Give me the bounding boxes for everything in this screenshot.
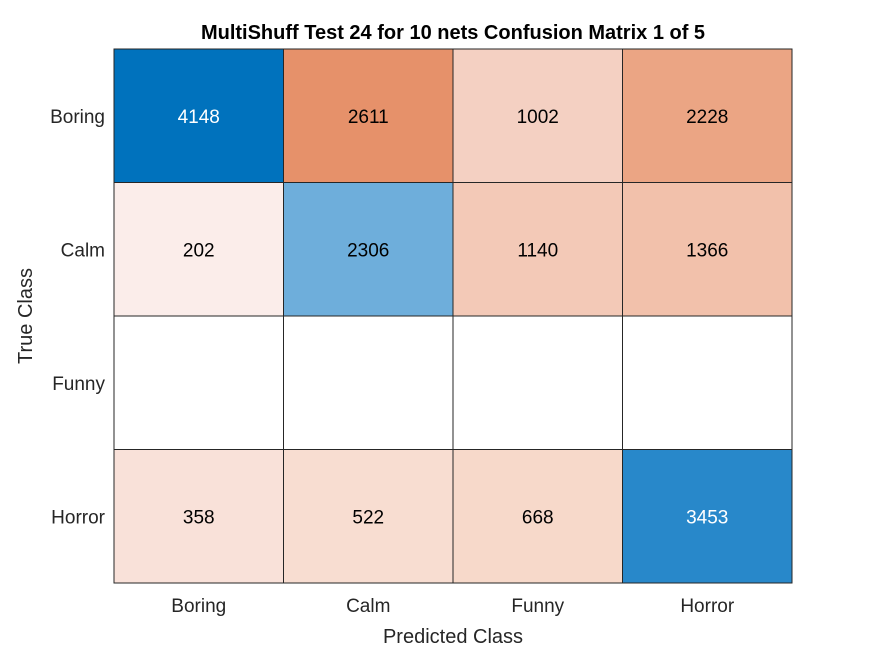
cell-group: 4148 2611 1002 2228 202 2306 1140 1366 358 522 668… bbox=[113, 48, 793, 584]
matrix-cell-funny-funny bbox=[452, 315, 623, 450]
cell-value-horror-funny: 668 bbox=[522, 507, 554, 528]
x-tick-labels: Boring Calm Funny Horror bbox=[171, 596, 735, 617]
x-tick-funny: Funny bbox=[511, 596, 564, 617]
y-tick-boring: Boring bbox=[50, 107, 105, 128]
matrix-cell-boring-boring bbox=[113, 48, 284, 183]
matrix-cell-horror-boring bbox=[113, 449, 284, 584]
matrix-cell-boring-funny bbox=[452, 48, 623, 183]
matrix-cell-calm-calm bbox=[283, 182, 454, 317]
matrix-cell-boring-horror bbox=[622, 48, 793, 183]
y-axis-label: True Class bbox=[15, 268, 37, 364]
cell-value-boring-horror: 2228 bbox=[686, 107, 728, 128]
cell-value-boring-boring: 4148 bbox=[178, 107, 220, 128]
cell-value-horror-calm: 522 bbox=[352, 507, 384, 528]
y-tick-calm: Calm bbox=[61, 240, 105, 261]
cell-value-calm-calm: 2306 bbox=[347, 240, 389, 261]
matrix-cell-calm-horror bbox=[622, 182, 793, 317]
matrix-cell-calm-funny bbox=[452, 182, 623, 317]
matrix-cell-boring-calm bbox=[283, 48, 454, 183]
x-tick-horror: Horror bbox=[680, 596, 735, 617]
matrix-cell-calm-boring bbox=[113, 182, 284, 317]
cell-value-calm-horror: 1366 bbox=[686, 240, 728, 261]
x-tick-calm: Calm bbox=[346, 596, 390, 617]
cell-value-calm-boring: 202 bbox=[183, 240, 215, 261]
matrix-cell-funny-boring bbox=[113, 315, 284, 450]
y-tick-horror: Horror bbox=[51, 507, 106, 528]
cell-value-boring-calm: 2611 bbox=[348, 107, 389, 128]
matrix-cell-funny-calm bbox=[283, 315, 454, 450]
matrix-cell-horror-calm bbox=[283, 449, 454, 584]
matrix-cell-funny-horror bbox=[622, 315, 793, 450]
cell-value-calm-funny: 1140 bbox=[517, 240, 558, 261]
cell-value-horror-boring: 358 bbox=[183, 507, 215, 528]
x-tick-boring: Boring bbox=[171, 596, 226, 617]
y-tick-labels: Boring Calm Funny Horror bbox=[50, 107, 106, 529]
matrix-cell-horror-horror bbox=[622, 449, 793, 584]
cell-value-horror-horror: 3453 bbox=[686, 507, 728, 528]
x-axis-label: Predicted Class bbox=[383, 626, 523, 648]
chart-title: MultiShuff Test 24 for 10 nets Confusion… bbox=[201, 22, 705, 44]
cell-value-boring-funny: 1002 bbox=[517, 107, 559, 128]
y-tick-funny: Funny bbox=[52, 374, 105, 395]
